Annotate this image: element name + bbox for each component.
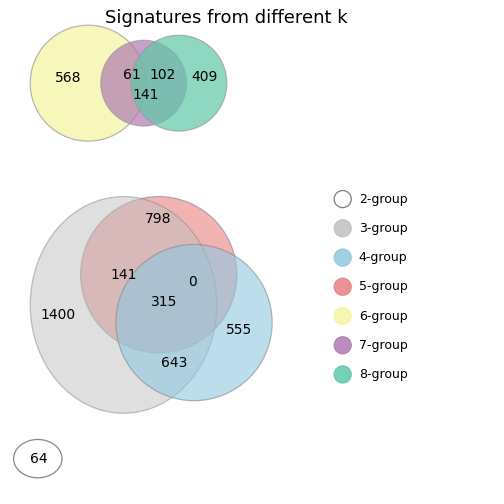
Text: 61: 61 bbox=[123, 68, 141, 82]
Ellipse shape bbox=[334, 307, 351, 325]
Ellipse shape bbox=[334, 191, 351, 208]
Text: 8-group: 8-group bbox=[359, 368, 408, 381]
Text: 1400: 1400 bbox=[40, 308, 76, 322]
Ellipse shape bbox=[131, 35, 227, 131]
Text: 409: 409 bbox=[191, 70, 217, 84]
Text: 141: 141 bbox=[110, 268, 137, 282]
Text: 141: 141 bbox=[133, 88, 159, 102]
Text: 102: 102 bbox=[149, 68, 175, 82]
Text: 7-group: 7-group bbox=[359, 339, 408, 352]
Ellipse shape bbox=[334, 366, 351, 383]
Ellipse shape bbox=[116, 244, 272, 401]
Text: 4-group: 4-group bbox=[359, 251, 407, 264]
Text: Signatures from different k: Signatures from different k bbox=[105, 9, 348, 27]
Ellipse shape bbox=[14, 439, 62, 478]
Text: 64: 64 bbox=[31, 452, 48, 466]
Ellipse shape bbox=[30, 197, 217, 413]
Text: 6-group: 6-group bbox=[359, 309, 407, 323]
Text: 2-group: 2-group bbox=[359, 193, 407, 206]
Text: 0: 0 bbox=[188, 275, 197, 289]
Ellipse shape bbox=[334, 249, 351, 266]
Text: 568: 568 bbox=[55, 71, 81, 85]
Text: 643: 643 bbox=[161, 356, 187, 370]
Ellipse shape bbox=[334, 278, 351, 295]
Text: 315: 315 bbox=[151, 295, 177, 309]
Ellipse shape bbox=[101, 40, 186, 126]
Text: 798: 798 bbox=[145, 212, 171, 226]
Ellipse shape bbox=[334, 220, 351, 237]
Text: 555: 555 bbox=[226, 323, 253, 337]
Ellipse shape bbox=[81, 197, 237, 353]
Text: 5-group: 5-group bbox=[359, 280, 408, 293]
Ellipse shape bbox=[334, 337, 351, 354]
Text: 3-group: 3-group bbox=[359, 222, 407, 235]
Ellipse shape bbox=[30, 25, 146, 141]
